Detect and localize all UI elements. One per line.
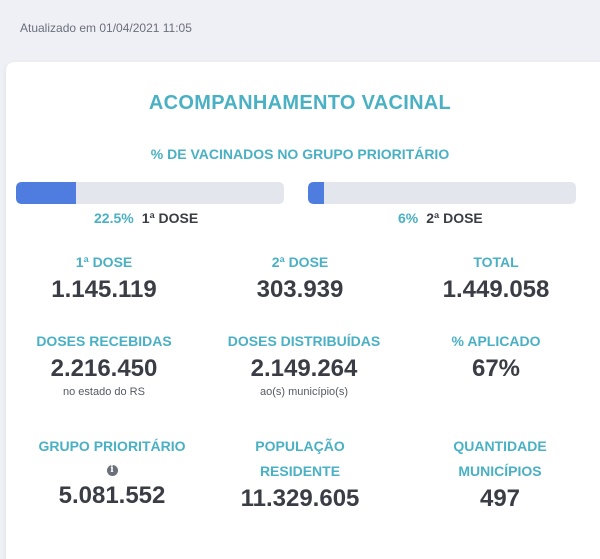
updated-timestamp: Atualizado em 01/04/2021 11:05 — [20, 21, 192, 35]
card-title: ACOMPANHAMENTO VACINAL — [148, 92, 452, 114]
stat-received-value: 2.216.450 — [50, 355, 158, 382]
stat-population: POPULAÇÃO RESIDENTE 11.329.605 — [202, 434, 398, 514]
dose2-progress-label: 6% 2ª DOSE — [398, 210, 483, 226]
info-icon[interactable]: i — [106, 464, 118, 476]
stat-population-value: 11.329.605 — [240, 485, 360, 512]
stat-received-label: DOSES RECEBIDAS — [36, 333, 172, 349]
vaccination-card: ACOMPANHAMENTO VACINAL % DE VACINADOS NO… — [6, 62, 600, 559]
dose1-progress-fill — [16, 182, 77, 204]
dose2-progress-bar — [308, 182, 576, 204]
stat-municipalities: QUANTIDADE MUNICÍPIOS 497 — [402, 434, 598, 514]
stat-doses-received: DOSES RECEBIDAS 2.216.450 no estado do R… — [6, 329, 202, 400]
dose2-progress-fill — [308, 182, 325, 204]
stat-population-label-2: RESIDENTE — [259, 463, 341, 479]
stat-dose2: 2ª DOSE 303.939 — [202, 250, 398, 305]
dose1-progress-label: 22.5% 1ª DOSE — [94, 210, 198, 226]
dose1-progress-bar — [16, 182, 284, 204]
stat-dose1: 1ª DOSE 1.145.119 — [6, 250, 202, 305]
stat-dose2-value: 303.939 — [256, 276, 344, 303]
stat-total-value: 1.449.058 — [442, 276, 550, 303]
stat-distributed-note: ao(s) município(s) — [259, 386, 349, 398]
stat-priority-value: 5.081.552 — [58, 482, 166, 509]
stat-dose1-label: 1ª DOSE — [75, 254, 133, 270]
stat-municipalities-value: 497 — [479, 485, 521, 512]
stat-applied-value: 67% — [471, 355, 521, 382]
stat-total-label: TOTAL — [473, 254, 519, 270]
dose1-dose-label: 1ª DOSE — [141, 210, 199, 226]
dose2-percent: 6% — [398, 210, 419, 226]
stat-distributed-value: 2.149.264 — [250, 355, 358, 382]
stat-population-label-1: POPULAÇÃO — [255, 438, 345, 454]
card-subtitle: % DE VACINADOS NO GRUPO PRIORITÁRIO — [150, 146, 450, 162]
stat-dose1-value: 1.145.119 — [51, 276, 157, 303]
dose2-dose-label: 2ª DOSE — [426, 210, 483, 226]
stat-received-note: no estado do RS — [63, 386, 145, 398]
stat-municipalities-label-2: MUNICÍPIOS — [458, 463, 542, 479]
stat-applied: % APLICADO 67% — [398, 329, 594, 384]
stat-dose2-label: 2ª DOSE — [271, 254, 329, 270]
stat-priority-group: GRUPO PRIORITÁRIO i 5.081.552 — [14, 434, 210, 511]
dose1-percent: 22.5% — [94, 210, 134, 226]
stat-priority-label: GRUPO PRIORITÁRIO — [38, 438, 186, 454]
stat-doses-distributed: DOSES DISTRIBUÍDAS 2.149.264 ao(s) munic… — [206, 329, 402, 400]
stat-total: TOTAL 1.449.058 — [398, 250, 594, 305]
stat-distributed-label: DOSES DISTRIBUÍDAS — [227, 333, 381, 349]
stat-applied-label: % APLICADO — [451, 333, 541, 349]
stat-municipalities-label-1: QUANTIDADE — [453, 438, 547, 454]
